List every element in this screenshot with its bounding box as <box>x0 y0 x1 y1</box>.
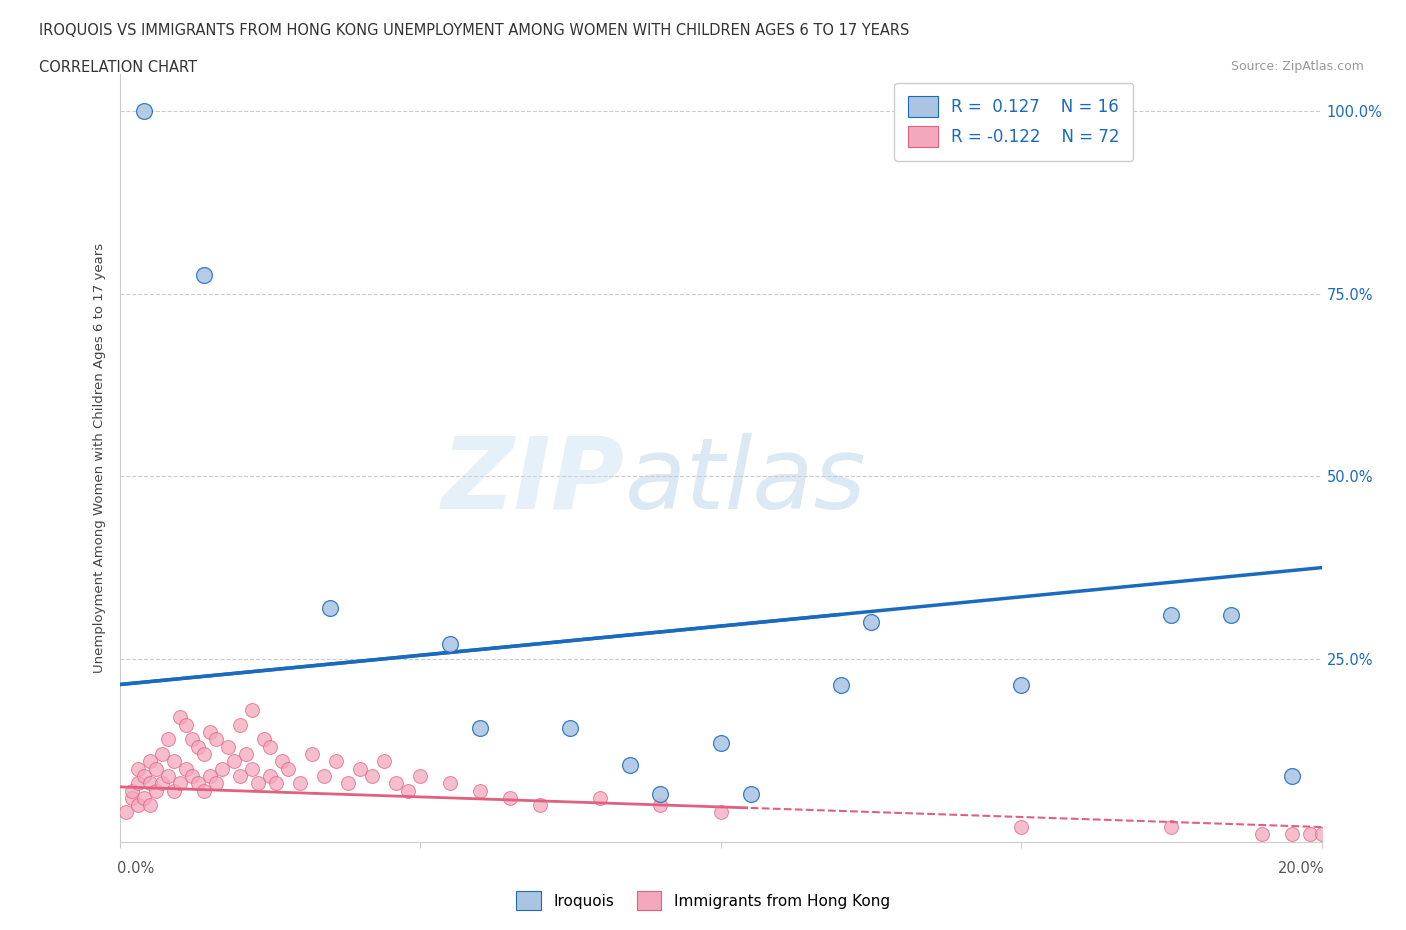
Point <box>396 783 419 798</box>
Point <box>277 761 299 776</box>
Point <box>859 615 882 630</box>
Point <box>156 768 179 783</box>
Point <box>1160 819 1182 834</box>
Point <box>193 268 215 283</box>
Point <box>709 805 731 820</box>
Point <box>193 747 215 762</box>
Point <box>162 754 184 769</box>
Point <box>114 805 136 820</box>
Text: Source: ZipAtlas.com: Source: ZipAtlas.com <box>1230 60 1364 73</box>
Point <box>240 703 263 718</box>
Text: ZIP: ZIP <box>441 432 624 529</box>
Point <box>145 761 167 776</box>
Point <box>349 761 371 776</box>
Point <box>204 776 226 790</box>
Point <box>288 776 311 790</box>
Text: IROQUOIS VS IMMIGRANTS FROM HONG KONG UNEMPLOYMENT AMONG WOMEN WITH CHILDREN AGE: IROQUOIS VS IMMIGRANTS FROM HONG KONG UN… <box>39 23 910 38</box>
Point <box>217 739 239 754</box>
Point <box>228 768 252 783</box>
Point <box>235 747 257 762</box>
Point <box>145 783 167 798</box>
Point <box>132 103 155 118</box>
Text: 0.0%: 0.0% <box>117 861 155 876</box>
Text: CORRELATION CHART: CORRELATION CHART <box>39 60 197 75</box>
Point <box>361 768 384 783</box>
Point <box>319 601 342 616</box>
Point <box>180 732 202 747</box>
Point <box>169 776 191 790</box>
Point <box>830 677 852 692</box>
Point <box>228 717 252 732</box>
Point <box>709 736 731 751</box>
Y-axis label: Unemployment Among Women with Children Ages 6 to 17 years: Unemployment Among Women with Children A… <box>93 243 107 673</box>
Point <box>174 717 197 732</box>
Point <box>1010 677 1032 692</box>
Point <box>240 761 263 776</box>
Point <box>138 776 160 790</box>
Point <box>127 761 149 776</box>
Point <box>409 768 432 783</box>
Text: atlas: atlas <box>624 432 866 529</box>
Point <box>127 798 149 813</box>
Point <box>1220 607 1243 622</box>
Point <box>1281 827 1303 842</box>
Point <box>138 798 160 813</box>
Point <box>187 776 209 790</box>
Point <box>259 739 281 754</box>
Point <box>560 721 582 736</box>
Point <box>439 776 461 790</box>
Point <box>385 776 408 790</box>
Point <box>740 787 762 802</box>
Point <box>270 754 292 769</box>
Point <box>127 776 149 790</box>
Point <box>439 637 461 652</box>
Point <box>1281 768 1303 783</box>
Point <box>264 776 287 790</box>
Point <box>301 747 323 762</box>
Point <box>650 787 672 802</box>
Point <box>162 783 184 798</box>
Point <box>193 783 215 798</box>
Point <box>529 798 551 813</box>
Point <box>1298 827 1320 842</box>
Point <box>650 798 672 813</box>
Point <box>312 768 335 783</box>
Point <box>1250 827 1272 842</box>
Point <box>222 754 245 769</box>
Point <box>156 732 179 747</box>
Point <box>468 721 492 736</box>
Point <box>619 757 641 772</box>
Point <box>1310 827 1333 842</box>
Point <box>169 710 191 724</box>
Point <box>325 754 347 769</box>
Point <box>499 790 522 805</box>
Point <box>132 790 155 805</box>
Point <box>132 768 155 783</box>
Point <box>373 754 395 769</box>
Point <box>259 768 281 783</box>
Text: 20.0%: 20.0% <box>1278 861 1324 876</box>
Point <box>187 739 209 754</box>
Point <box>121 783 143 798</box>
Point <box>1160 607 1182 622</box>
Legend: Iroquois, Immigrants from Hong Kong: Iroquois, Immigrants from Hong Kong <box>509 884 897 918</box>
Point <box>174 761 197 776</box>
Point <box>138 754 160 769</box>
Point <box>204 732 226 747</box>
Point <box>198 724 221 739</box>
Point <box>336 776 359 790</box>
Point <box>198 768 221 783</box>
Point <box>589 790 612 805</box>
Point <box>211 761 233 776</box>
Legend: R =  0.127    N = 16, R = -0.122    N = 72: R = 0.127 N = 16, R = -0.122 N = 72 <box>894 83 1133 161</box>
Point <box>253 732 276 747</box>
Point <box>150 747 173 762</box>
Point <box>1010 819 1032 834</box>
Point <box>246 776 269 790</box>
Point <box>150 776 173 790</box>
Point <box>180 768 202 783</box>
Point <box>121 790 143 805</box>
Point <box>468 783 492 798</box>
